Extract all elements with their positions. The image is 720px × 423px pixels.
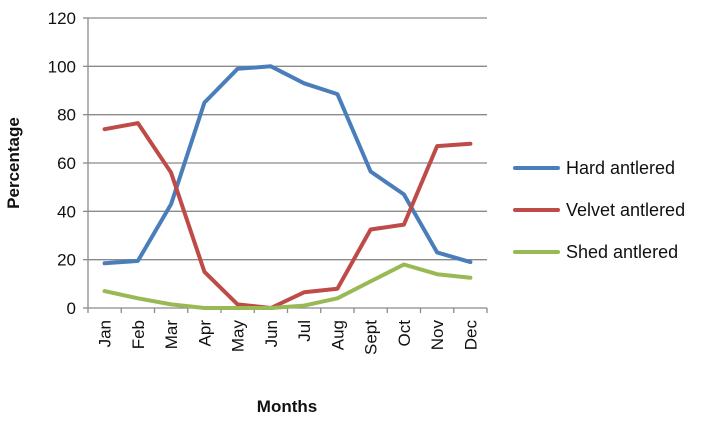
y-tick-label: 100 (48, 57, 76, 76)
legend-label: Velvet antlered (566, 200, 685, 220)
x-tick-label: Jul (295, 320, 314, 342)
x-tick-label: Feb (129, 320, 148, 349)
x-tick-label: Jun (262, 320, 281, 347)
series-line-shed-antlered (102, 262, 473, 310)
legend-item: Velvet antlered (513, 200, 685, 220)
series-lines (102, 64, 473, 310)
x-tick-label: Aug (328, 320, 347, 350)
y-tick-label: 80 (57, 106, 76, 125)
series-line-hard-antlered (102, 64, 473, 266)
legend-item: Hard antlered (513, 158, 675, 178)
y-axis-title: Percentage (4, 117, 23, 209)
x-tick-label: Dec (461, 320, 480, 351)
legend-label: Hard antlered (566, 158, 675, 178)
x-tick-label: Apr (195, 320, 214, 347)
x-tick-label: Mar (162, 320, 181, 350)
x-tick-label: Sept (362, 320, 381, 355)
legend: Hard antlered Velvet antlered Shed antlere… (513, 158, 685, 262)
x-axis-title: Months (257, 397, 317, 416)
y-tick-label: 20 (57, 251, 76, 270)
y-tick-label: 120 (48, 9, 76, 28)
legend-label: Shed antlered (566, 242, 678, 262)
legend-item: Shed antlered (513, 242, 678, 262)
axes: 0 20 40 60 80 100 120 Jan Feb Mar Apr May Jun Jul Aug S… (48, 9, 488, 355)
y-tick-label: 0 (67, 299, 76, 318)
y-tick-label: 40 (57, 202, 76, 221)
x-tick-label: Oct (395, 320, 414, 347)
gridlines (88, 17, 487, 261)
series-line-velvet-antlered (102, 121, 473, 310)
x-tick-label: May (229, 320, 248, 353)
y-tick-label: 60 (57, 154, 76, 173)
x-tick-label: Jan (96, 320, 115, 347)
x-tick-label: Nov (428, 320, 447, 351)
